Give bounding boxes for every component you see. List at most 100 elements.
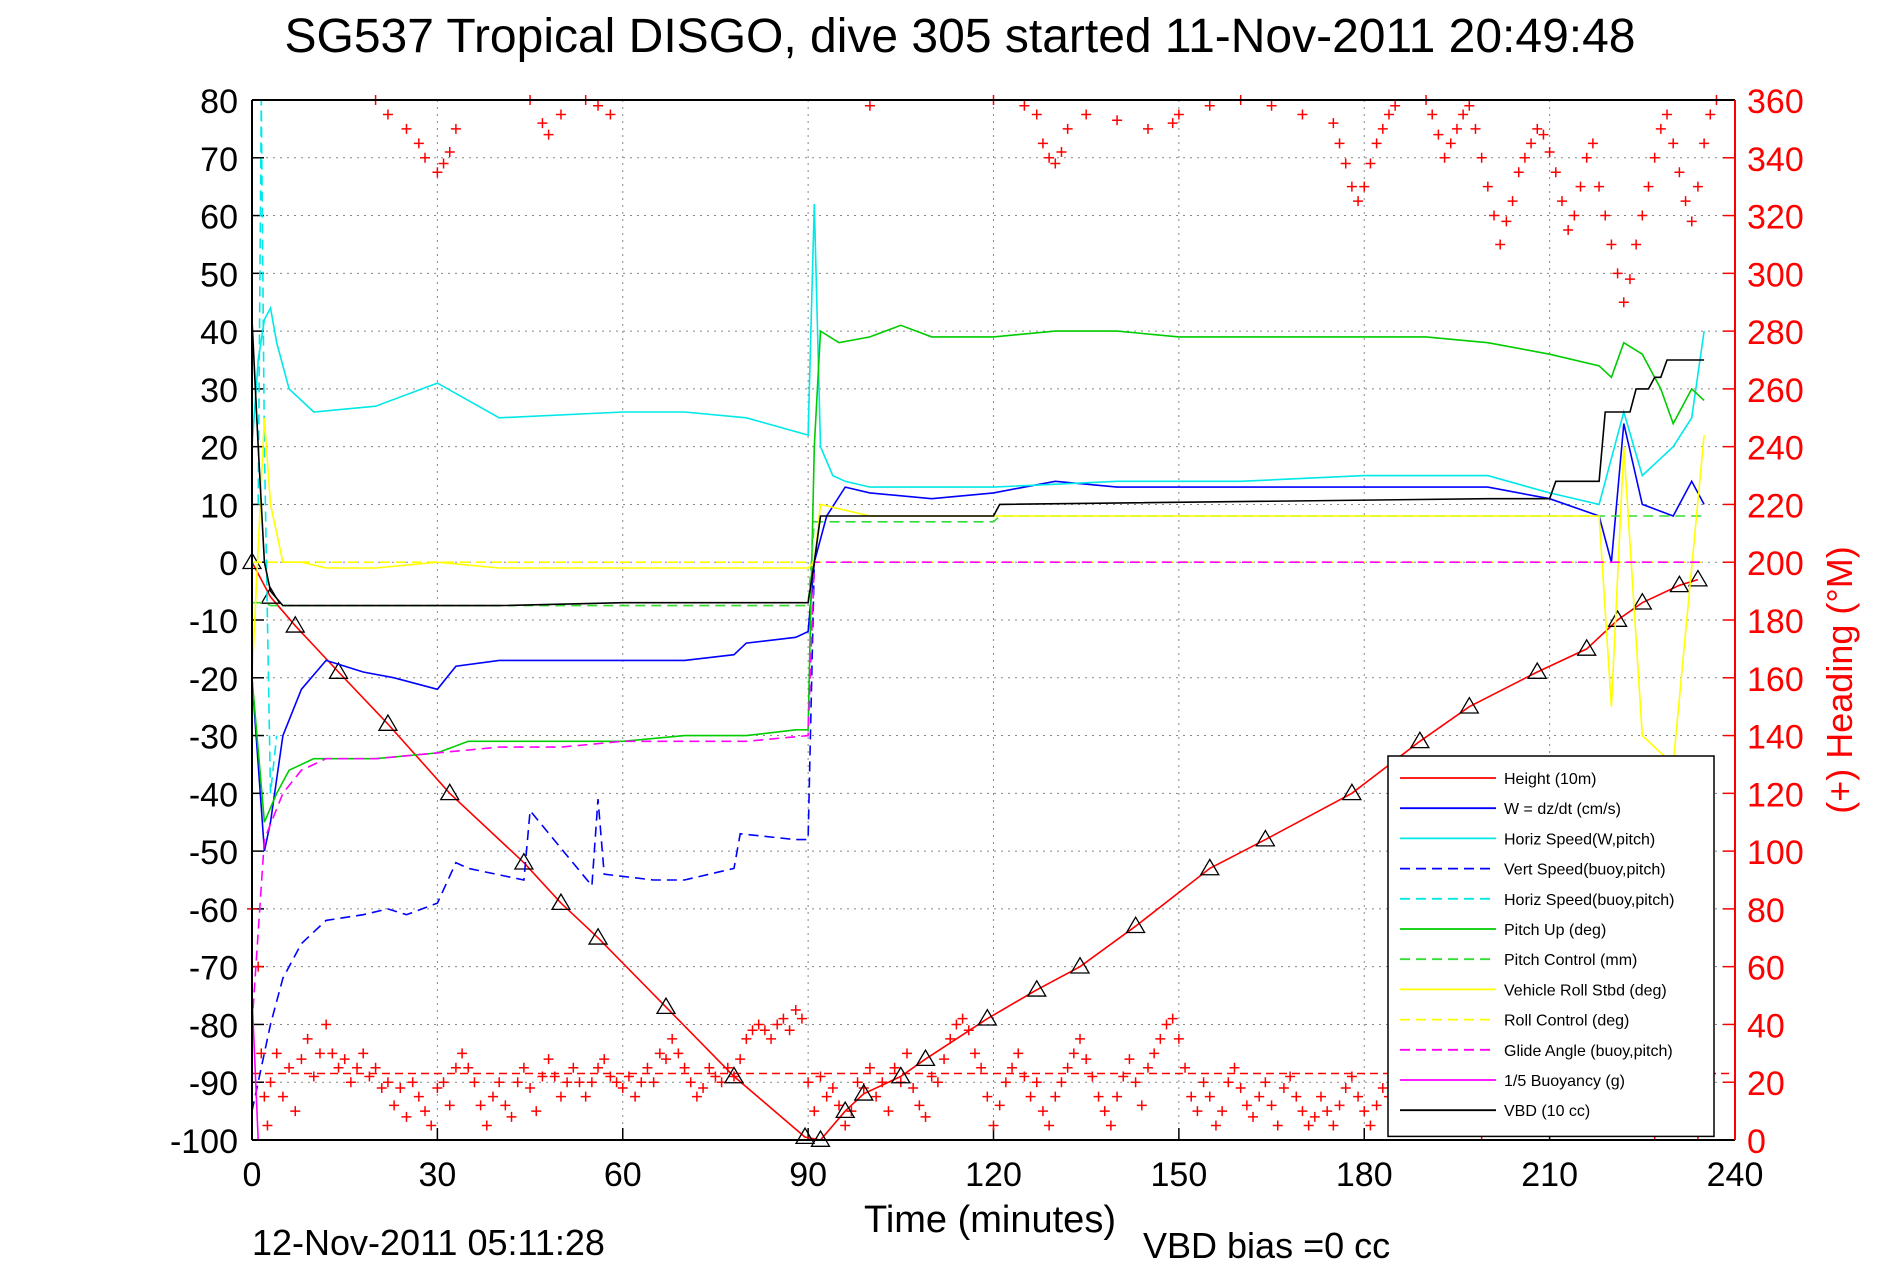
x-tick-label: 30 [418,1156,456,1194]
heading-point [327,1048,338,1059]
heading-point [475,1100,486,1111]
heading-point [1470,123,1481,134]
heading-point [506,1111,517,1122]
height-marker [587,927,609,945]
heading-point [1081,109,1092,120]
heading-point [939,1054,950,1065]
y-tick-label: -50 [189,834,238,872]
heading-point [605,1071,616,1082]
heading-point [976,1062,987,1073]
height-marker [1255,829,1276,847]
height-marker [328,661,349,679]
legend-entry: Horiz Speed(W,pitch) [1504,831,1655,848]
heading-point [1359,1106,1370,1117]
heading-point [395,1083,406,1093]
heading-point [772,1019,783,1030]
heading-point [549,1071,560,1082]
heading-point [1526,138,1537,149]
heading-point [413,138,424,149]
heading-point [1340,1083,1351,1093]
heading-point [1383,109,1394,120]
legend: Height (10m) W = dz/dt (cm/s) Horiz Speed(… [1387,755,1715,1138]
heading-point [698,1083,709,1093]
heading-point [1427,109,1438,120]
right-tick-label: 100 [1747,834,1804,872]
heading-point [685,1077,696,1088]
heading-point [1451,123,1462,134]
heading-point [1124,1054,1135,1065]
heading-point [1519,152,1530,163]
heading-point [1044,152,1055,163]
heading-point [864,100,875,111]
heading-point [487,1091,498,1102]
heading-point [333,1062,344,1073]
series-line [252,515,1705,607]
heading-point [1643,181,1654,192]
legend-box [1387,755,1715,1138]
legend-entry: Vehicle Roll Stbd (deg) [1504,982,1667,999]
heading-point [1093,1091,1104,1102]
height-marker [1576,638,1597,656]
heading-point [457,1048,468,1059]
height-marker [1669,575,1690,593]
heading-point [370,1062,381,1073]
heading-point [969,1048,980,1059]
heading-point [420,1106,431,1117]
heading-point [1056,1077,1067,1088]
y-tick-label: 50 [200,256,238,294]
heading-point [1278,1083,1289,1093]
heading-point [1550,167,1561,178]
heading-point [982,1091,993,1102]
heading-point [871,1091,882,1102]
heading-point [1062,123,1073,134]
heading-point [827,1083,838,1093]
heading-point [1581,152,1592,163]
x-tick-label: 240 [1707,1156,1764,1194]
heading-point [846,1106,857,1117]
heading-point [1439,152,1450,163]
heading-point [1297,1106,1308,1117]
heading-point [1291,1091,1302,1102]
heading-point [500,1100,511,1111]
heading-point [1445,138,1456,149]
right-tick-label: 0 [1747,1123,1766,1161]
heading-point [1068,1048,1079,1059]
heading-point [1204,1091,1215,1102]
y-tick-label: -100 [170,1123,238,1161]
heading-point [747,1025,758,1036]
height-marker [513,852,535,870]
heading-point [1569,210,1580,221]
heading-point [1155,1033,1166,1044]
legend-entry: Horiz Speed(buoy,pitch) [1504,892,1674,909]
height-marker [1199,858,1220,876]
heading-point [1371,138,1382,149]
series-line [251,561,1705,1025]
heading-point [1489,210,1500,221]
heading-point [1285,1071,1296,1082]
series-line [251,562,816,1112]
heading-point [1031,1077,1042,1088]
y-tick-label: -20 [189,661,238,699]
heading-point [271,1048,282,1059]
heading-point [1649,152,1660,163]
heading-point [284,1062,295,1073]
heading-point [1563,225,1574,235]
x-tick-label: 150 [1151,1156,1208,1194]
heading-point [1081,1054,1092,1065]
heading-point [1637,210,1648,221]
heading-point [1210,1120,1221,1131]
heading-point [438,158,449,169]
heading-point [926,1071,937,1082]
heading-point [1161,1019,1172,1030]
heading-point [1266,1100,1277,1111]
heading-point [1031,109,1042,120]
heading-point [1662,109,1673,120]
heading-point [296,1054,307,1065]
heading-point [1204,100,1215,111]
height-marker [890,1066,911,1084]
heading-point [389,1100,400,1111]
right-tick-label: 340 [1747,141,1804,179]
heading-point [1482,181,1493,192]
